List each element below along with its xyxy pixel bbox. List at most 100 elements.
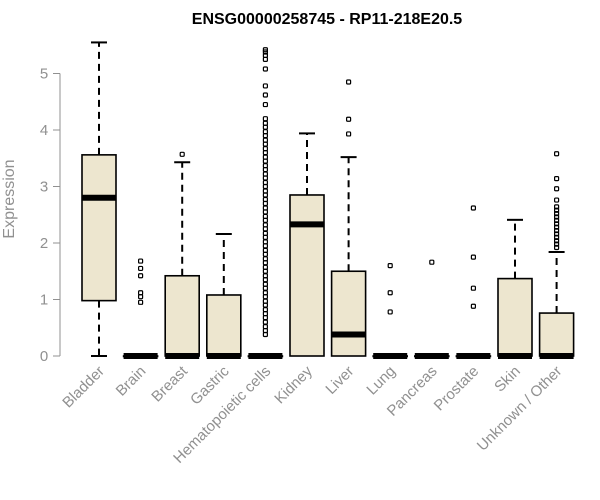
outlier-point bbox=[553, 186, 560, 192]
x-tick-label: Skin bbox=[491, 363, 524, 396]
y-tick-label: 0 bbox=[40, 348, 48, 365]
chart-title: ENSG00000258745 - RP11-218E20.5 bbox=[192, 11, 463, 28]
outlier-point bbox=[262, 281, 268, 287]
outlier-point bbox=[262, 247, 268, 253]
box-group bbox=[164, 151, 200, 359]
outlier-point bbox=[470, 205, 476, 211]
outlier-point bbox=[262, 230, 268, 236]
outlier-point bbox=[387, 263, 393, 269]
outlier-point bbox=[262, 52, 268, 59]
outlier-point bbox=[553, 227, 560, 234]
box-group bbox=[497, 218, 533, 359]
x-tick-label: Liver bbox=[322, 363, 357, 398]
outlier-point bbox=[262, 307, 268, 313]
y-tick-label: 3 bbox=[40, 179, 48, 196]
boxes bbox=[81, 41, 575, 359]
outlier-point bbox=[470, 303, 476, 309]
outlier-point bbox=[387, 290, 393, 296]
outlier-point bbox=[553, 241, 560, 247]
outlier-point bbox=[553, 207, 560, 213]
outlier-point bbox=[138, 299, 144, 305]
outlier-point bbox=[262, 188, 268, 194]
outlier-point bbox=[262, 171, 268, 177]
outlier-point bbox=[553, 238, 560, 244]
iqr-box bbox=[538, 312, 575, 357]
outlier-point bbox=[553, 175, 560, 182]
outlier-point bbox=[470, 285, 476, 291]
outlier-point bbox=[262, 264, 268, 270]
x-tick-label: Breast bbox=[148, 362, 191, 405]
box-group bbox=[122, 258, 159, 359]
outlier-point bbox=[553, 234, 560, 240]
box-group bbox=[455, 205, 492, 359]
outlier-point bbox=[262, 146, 268, 152]
outlier-point bbox=[262, 324, 268, 330]
outlier-point bbox=[387, 309, 393, 315]
y-tick-label: 5 bbox=[40, 66, 48, 83]
x-tick-label: Kidney bbox=[271, 362, 316, 407]
iqr-box bbox=[289, 194, 325, 357]
x-tick-label: Lung bbox=[363, 363, 399, 399]
outlier-point bbox=[262, 179, 268, 186]
outlier-point bbox=[262, 162, 268, 169]
outlier-point bbox=[262, 116, 268, 122]
outlier-point bbox=[262, 319, 268, 325]
iqr-box bbox=[81, 154, 117, 302]
y-tick-label: 4 bbox=[40, 122, 48, 139]
box-group bbox=[330, 79, 367, 357]
outlier-point bbox=[553, 231, 560, 237]
outlier-point bbox=[262, 120, 268, 126]
outlier-point bbox=[553, 244, 560, 251]
outlier-point bbox=[553, 204, 560, 210]
outlier-point bbox=[262, 273, 268, 279]
outlier-point bbox=[262, 213, 268, 220]
outlier-point bbox=[138, 290, 144, 296]
outlier-point bbox=[262, 101, 268, 108]
iqr-box bbox=[164, 274, 200, 357]
outlier-point bbox=[262, 129, 268, 135]
outlier-point bbox=[262, 290, 268, 296]
box-group bbox=[206, 232, 242, 359]
outlier-point bbox=[262, 83, 268, 89]
outlier-point bbox=[262, 205, 268, 211]
outlier-point bbox=[179, 151, 185, 157]
outlier-point bbox=[138, 273, 144, 279]
outlier-point bbox=[262, 66, 268, 72]
outlier-point bbox=[553, 224, 560, 230]
iqr-box bbox=[330, 270, 367, 357]
outlier-point bbox=[553, 151, 560, 157]
outlier-point bbox=[553, 211, 560, 217]
outlier-point bbox=[262, 222, 268, 228]
x-tick-label: Bladder bbox=[59, 363, 108, 412]
outlier-point bbox=[138, 258, 144, 264]
outlier-point bbox=[262, 92, 268, 98]
box-group bbox=[413, 259, 450, 359]
iqr-box bbox=[206, 294, 242, 357]
outlier-point bbox=[346, 116, 352, 122]
box-group bbox=[81, 41, 117, 357]
outlier-point bbox=[553, 197, 560, 203]
outlier-point bbox=[262, 196, 268, 203]
outlier-point bbox=[262, 256, 268, 262]
box-group bbox=[538, 151, 575, 359]
y-axis: 0 1 2 3 4 5 bbox=[40, 66, 61, 365]
outlier-point bbox=[429, 259, 435, 265]
outlier-point bbox=[138, 265, 144, 272]
outlier-point bbox=[262, 298, 268, 304]
outlier-point bbox=[262, 239, 268, 245]
outlier-point bbox=[553, 214, 560, 220]
y-axis-label: Expression bbox=[1, 159, 18, 238]
x-tick-label: Brain bbox=[113, 363, 150, 400]
outlier-point bbox=[553, 217, 560, 223]
outlier-point bbox=[346, 131, 352, 137]
outlier-point bbox=[262, 137, 268, 143]
x-tick-label: Prostate bbox=[431, 363, 483, 415]
y-tick-label: 1 bbox=[40, 292, 48, 309]
outlier-point bbox=[553, 221, 560, 227]
outlier-point bbox=[470, 254, 476, 260]
y-tick-label: 2 bbox=[40, 235, 48, 252]
iqr-box bbox=[497, 277, 533, 357]
box-group bbox=[247, 47, 284, 359]
